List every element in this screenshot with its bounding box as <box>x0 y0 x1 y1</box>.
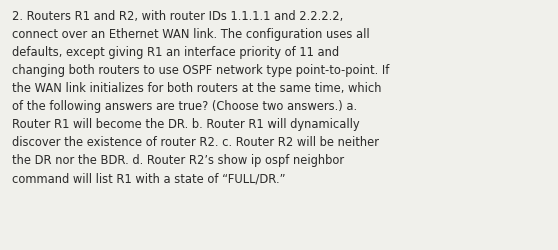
Text: 2. Routers R1 and R2, with router IDs 1.1.1.1 and 2.2.2.2,
connect over an Ether: 2. Routers R1 and R2, with router IDs 1.… <box>12 10 389 184</box>
